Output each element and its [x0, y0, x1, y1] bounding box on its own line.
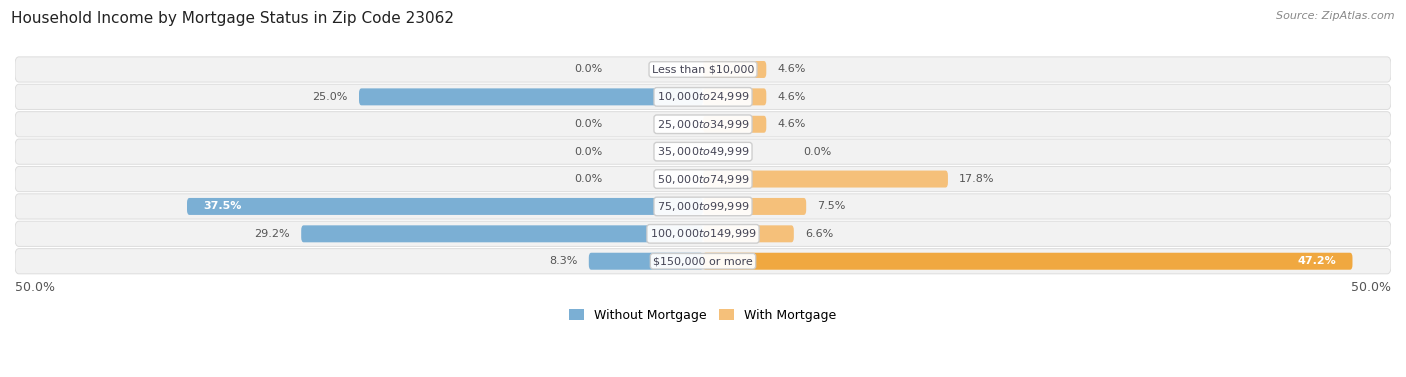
FancyBboxPatch shape: [15, 112, 1391, 137]
FancyBboxPatch shape: [589, 253, 703, 270]
FancyBboxPatch shape: [703, 253, 1353, 270]
FancyBboxPatch shape: [703, 116, 766, 133]
Legend: Without Mortgage, With Mortgage: Without Mortgage, With Mortgage: [564, 304, 842, 327]
Text: $25,000 to $34,999: $25,000 to $34,999: [657, 118, 749, 131]
Text: $75,000 to $99,999: $75,000 to $99,999: [657, 200, 749, 213]
Text: 4.6%: 4.6%: [778, 64, 806, 75]
FancyBboxPatch shape: [15, 194, 1391, 219]
Text: 29.2%: 29.2%: [254, 229, 290, 239]
Text: 0.0%: 0.0%: [803, 147, 832, 157]
Text: 25.0%: 25.0%: [312, 92, 349, 102]
Text: 0.0%: 0.0%: [574, 174, 603, 184]
Text: 17.8%: 17.8%: [959, 174, 994, 184]
FancyBboxPatch shape: [359, 88, 703, 105]
FancyBboxPatch shape: [703, 88, 766, 105]
Text: 0.0%: 0.0%: [574, 64, 603, 75]
Text: 0.0%: 0.0%: [574, 119, 603, 129]
Text: 50.0%: 50.0%: [1351, 281, 1391, 294]
FancyBboxPatch shape: [187, 198, 703, 215]
FancyBboxPatch shape: [703, 198, 806, 215]
Text: 4.6%: 4.6%: [778, 92, 806, 102]
FancyBboxPatch shape: [15, 221, 1391, 247]
Text: $150,000 or more: $150,000 or more: [654, 256, 752, 266]
FancyBboxPatch shape: [15, 139, 1391, 164]
FancyBboxPatch shape: [301, 225, 703, 242]
Text: $10,000 to $24,999: $10,000 to $24,999: [657, 90, 749, 103]
FancyBboxPatch shape: [703, 225, 794, 242]
Text: 6.6%: 6.6%: [804, 229, 834, 239]
Text: Less than $10,000: Less than $10,000: [652, 64, 754, 75]
FancyBboxPatch shape: [703, 170, 948, 187]
FancyBboxPatch shape: [15, 166, 1391, 192]
Text: 7.5%: 7.5%: [817, 201, 845, 211]
Text: 37.5%: 37.5%: [204, 201, 242, 211]
FancyBboxPatch shape: [703, 61, 766, 78]
Text: $100,000 to $149,999: $100,000 to $149,999: [650, 227, 756, 240]
Text: 50.0%: 50.0%: [15, 281, 55, 294]
Text: $35,000 to $49,999: $35,000 to $49,999: [657, 145, 749, 158]
Text: Source: ZipAtlas.com: Source: ZipAtlas.com: [1277, 11, 1395, 21]
Text: 0.0%: 0.0%: [574, 147, 603, 157]
FancyBboxPatch shape: [15, 84, 1391, 109]
Text: 47.2%: 47.2%: [1298, 256, 1336, 266]
FancyBboxPatch shape: [15, 248, 1391, 274]
Text: $50,000 to $74,999: $50,000 to $74,999: [657, 173, 749, 185]
Text: 4.6%: 4.6%: [778, 119, 806, 129]
Text: Household Income by Mortgage Status in Zip Code 23062: Household Income by Mortgage Status in Z…: [11, 11, 454, 26]
Text: 8.3%: 8.3%: [550, 256, 578, 266]
FancyBboxPatch shape: [15, 57, 1391, 82]
